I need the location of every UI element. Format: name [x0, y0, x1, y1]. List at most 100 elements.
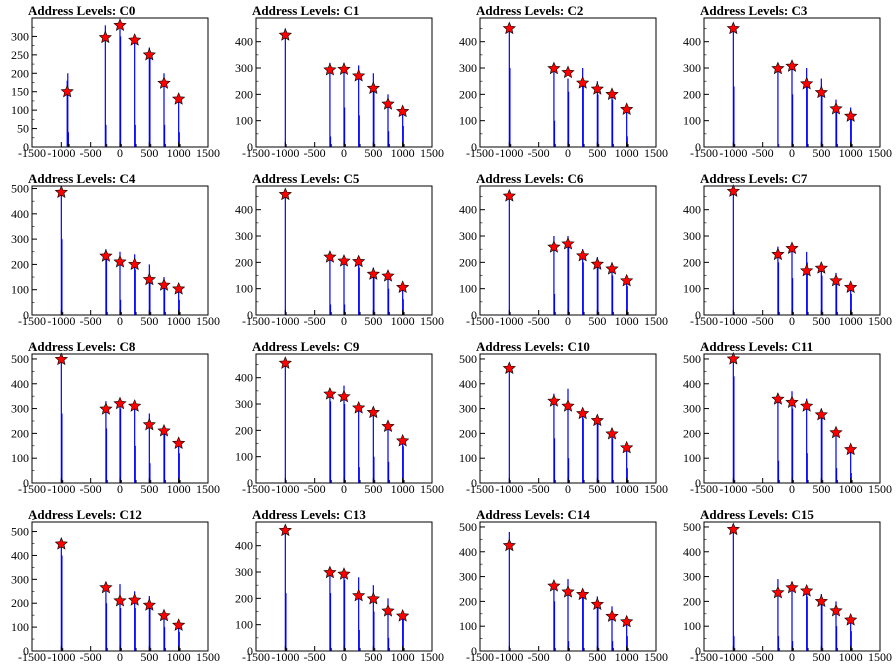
x-tick-label: 0	[117, 650, 123, 664]
peak-marker	[381, 269, 395, 282]
x-tick-label: 1500	[196, 314, 220, 328]
x-tick-label: -1000	[47, 146, 75, 160]
y-tick-label: 0	[695, 476, 701, 490]
peak-marker	[502, 189, 516, 202]
x-tick-label: 1000	[167, 314, 191, 328]
peak-marker	[278, 187, 292, 201]
peak-marker	[157, 76, 171, 89]
y-tick-label: 0	[23, 308, 29, 322]
x-tick-label: 500	[588, 146, 606, 160]
x-tick-label: -1000	[271, 650, 299, 664]
chart-panel: 0 100 200 300 400 500 -1500 -1000 -500 0 500 1000 15…	[0, 336, 224, 504]
peak-marker	[726, 351, 740, 365]
chart-title: Address Levels: C7	[700, 171, 808, 186]
x-tick-label: 500	[364, 314, 382, 328]
chart-panel: 0 100 200 300 400 500 -1500 -1000 -500 0 500 1000 15…	[672, 336, 896, 504]
peak-marker	[576, 248, 590, 262]
x-tick-label: 500	[588, 314, 606, 328]
peak-marker	[323, 250, 337, 263]
peak-marker	[157, 423, 171, 437]
peak-marker	[800, 399, 814, 412]
y-tick-label: 200	[459, 87, 477, 101]
peak-marker	[172, 281, 186, 295]
chart-title: Address Levels: C6	[476, 171, 584, 186]
x-tick-label: -1500	[242, 650, 270, 664]
peak-marker	[381, 419, 395, 433]
y-tick-label: 0	[247, 476, 253, 490]
y-tick-label: 200	[235, 591, 253, 605]
y-tick-label: 100	[235, 618, 253, 632]
y-tick-label: 500	[11, 525, 29, 539]
x-tick-label: 0	[341, 146, 347, 160]
chart-plot: 0 100 200 300 400 500 -1500 -1000 -500 0 500 1000 15…	[683, 514, 892, 664]
y-tick-label: 400	[11, 548, 29, 562]
x-tick-label: 1500	[420, 650, 444, 664]
chart-title: Address Levels: C2	[476, 3, 584, 18]
y-tick-label: 500	[11, 182, 29, 196]
peak-marker	[128, 593, 142, 606]
y-tick-label: 200	[11, 426, 29, 440]
peak-marker	[278, 28, 292, 41]
x-tick-label: 1500	[420, 146, 444, 160]
y-tick-label: 200	[11, 596, 29, 610]
x-tick-label: -1000	[47, 482, 75, 496]
x-tick-label: 0	[789, 146, 795, 160]
x-tick-label: -500	[528, 314, 550, 328]
chart-plot: 0 100 200 300 400 -1500 -1000 -500 0 500 1000 1500	[235, 185, 444, 328]
chart-title: Address Levels: C12	[28, 507, 142, 522]
peak-marker	[172, 436, 186, 449]
x-tick-label: 500	[588, 482, 606, 496]
y-tick-label: 0	[695, 140, 701, 154]
peak-marker	[814, 85, 828, 99]
y-tick-label: 400	[235, 203, 253, 217]
y-tick-label: 100	[459, 282, 477, 296]
y-tick-label: 500	[11, 352, 29, 366]
x-tick-label: 1500	[644, 146, 668, 160]
y-tick-label: 400	[11, 207, 29, 221]
y-tick-label: 400	[683, 203, 701, 217]
chart-title: Address Levels: C3	[700, 3, 808, 18]
y-tick-label: 100	[235, 114, 253, 128]
chart-panel: 0 100 200 300 400 500 -1500 -1000 -500 0 500 1000 15…	[0, 504, 224, 672]
peak-marker	[771, 61, 785, 75]
chart-plot: 0 100 200 300 400 -1500 -1000 -500 0 500 1000 1500	[235, 17, 444, 160]
peak-marker	[502, 538, 516, 552]
chart-plot: 0 100 200 300 400 500 -1500 -1000 -500 0 500 1000 15…	[11, 175, 220, 328]
y-tick-label: 0	[471, 644, 477, 658]
x-tick-label: -1000	[47, 314, 75, 328]
x-tick-label: -500	[80, 650, 102, 664]
y-tick-label: 0	[247, 644, 253, 658]
peak-marker	[771, 392, 785, 405]
x-tick-label: -1500	[18, 650, 46, 664]
peak-marker	[352, 254, 366, 268]
peak-marker	[829, 101, 843, 115]
x-tick-label: -500	[752, 314, 774, 328]
y-tick-label: 0	[471, 308, 477, 322]
y-tick-label: 300	[11, 232, 29, 246]
y-tick-label: 0	[471, 140, 477, 154]
x-tick-label: 1000	[167, 650, 191, 664]
x-tick-label: 0	[117, 146, 123, 160]
y-tick-label: 200	[683, 426, 701, 440]
chart-panel: 0 50 100 150 200 250 300 -1500 -1000 -500 0 500 1000…	[0, 0, 224, 168]
peak-marker	[142, 417, 156, 431]
peak-marker	[323, 565, 337, 579]
x-tick-label: 0	[341, 650, 347, 664]
peak-marker	[113, 18, 127, 32]
peak-marker	[800, 583, 814, 597]
y-tick-label: 0	[471, 476, 477, 490]
x-tick-label: -500	[304, 650, 326, 664]
peak-marker	[605, 87, 619, 100]
peak-marker	[605, 261, 619, 275]
x-tick-label: 0	[341, 482, 347, 496]
y-tick-label: 100	[683, 114, 701, 128]
peak-marker	[576, 76, 590, 89]
chart-panel: 0 100 200 300 400 -1500 -1000 -500 0 500 1000 1500 A…	[448, 0, 672, 168]
peak-marker	[590, 82, 604, 95]
peak-marker	[337, 567, 351, 580]
y-tick-label: 400	[683, 545, 701, 559]
y-tick-label: 200	[11, 66, 29, 80]
x-tick-label: 0	[341, 314, 347, 328]
chart-panel: 0 100 200 300 400 500 -1500 -1000 -500 0 500 1000 15…	[0, 168, 224, 336]
x-tick-label: 0	[565, 314, 571, 328]
